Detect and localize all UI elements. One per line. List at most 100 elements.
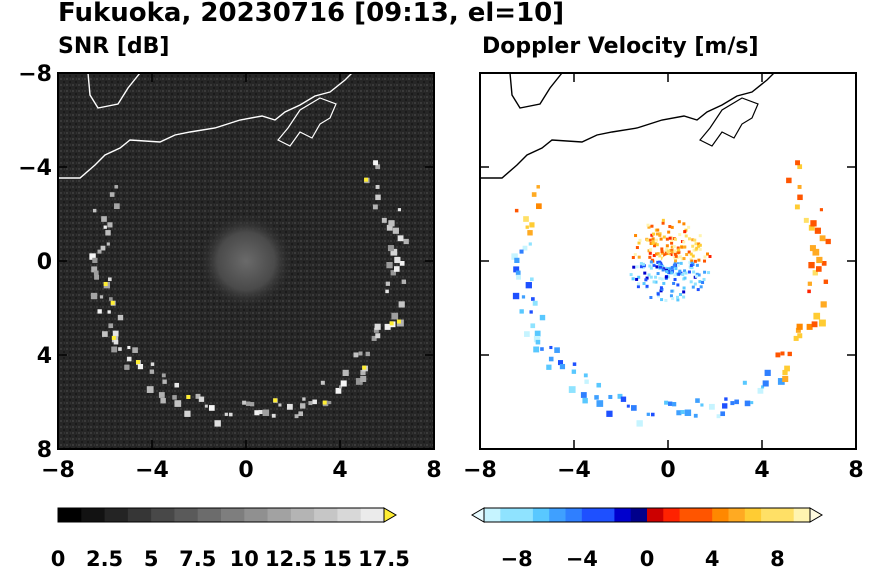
snr-echo-pixel <box>355 378 363 385</box>
doppler-echo-pixel <box>529 310 533 314</box>
doppler-near-field-pixel <box>651 261 655 265</box>
doppler-xtick-label: −8 <box>463 458 497 483</box>
snr-echo-pixel <box>339 385 343 389</box>
doppler-echo-pixel <box>676 410 682 416</box>
doppler-near-field-pixel <box>697 242 701 246</box>
doppler-near-field-pixel <box>678 269 682 273</box>
doppler-near-field-pixel <box>676 298 680 302</box>
doppler-near-field-pixel <box>664 275 668 279</box>
snr-colorbar-frame <box>57 507 385 523</box>
snr-echo-pixel <box>224 412 228 416</box>
snr-echo-pixel <box>108 277 112 282</box>
doppler-near-field-pixel <box>650 258 654 262</box>
doppler-near-field-pixel <box>653 244 657 248</box>
doppler-near-field-pixel <box>663 253 667 257</box>
snr-echo-pixel <box>174 400 182 407</box>
doppler-colorbar-segment <box>630 508 648 522</box>
doppler-near-field-pixel <box>693 259 697 263</box>
doppler-near-field-pixel <box>665 253 669 257</box>
doppler-colorbar-extend-max <box>809 507 823 523</box>
doppler-near-field-pixel <box>652 280 656 284</box>
snr-echo-pixel <box>161 373 166 378</box>
snr-echo-pixel <box>118 347 122 351</box>
doppler-near-field-pixel <box>644 278 648 282</box>
doppler-colorbar-segment <box>663 508 681 522</box>
doppler-near-field-pixel <box>674 254 678 258</box>
doppler-echo-pixel <box>807 289 811 294</box>
coastline <box>58 73 353 179</box>
doppler-near-field-pixel <box>687 270 691 274</box>
snr-echo-pixel <box>386 261 393 269</box>
doppler-near-field-pixel <box>698 280 702 284</box>
snr-echo-pixel <box>117 314 124 321</box>
doppler-echo-pixel <box>533 335 541 343</box>
doppler-echo-pixel <box>762 380 769 387</box>
snr-echo-pixel <box>100 245 106 251</box>
snr-echo-pixel <box>108 323 114 329</box>
doppler-near-field-pixel <box>637 282 641 286</box>
doppler-colorbar-segment <box>500 508 518 522</box>
snr-echo-pixel <box>114 185 118 189</box>
snr-colorbar-segment <box>151 508 175 522</box>
snr-echo-pixel <box>385 281 390 286</box>
doppler-echo-pixel <box>572 362 577 366</box>
snr-echo-pixel <box>375 184 380 189</box>
snr-echo-highlight <box>396 319 401 324</box>
doppler-echo-pixel <box>797 184 802 189</box>
doppler-echo-pixel <box>557 360 564 366</box>
doppler-echo-pixel <box>511 253 518 260</box>
doppler-near-field-pixel <box>646 223 650 227</box>
doppler-near-field-pixel <box>659 265 663 269</box>
snr-echo-pixel <box>394 256 401 264</box>
snr-echo-pixel <box>127 345 131 350</box>
doppler-near-field-pixel <box>689 280 693 284</box>
doppler-echo-pixel <box>814 227 821 234</box>
doppler-echo-pixel <box>620 396 627 402</box>
doppler-near-field-pixel <box>693 238 697 242</box>
doppler-near-field-pixel <box>670 271 674 275</box>
doppler-echo-pixel <box>548 356 554 362</box>
snr-echo-pixel <box>94 274 99 280</box>
doppler-near-field-pixel <box>690 266 694 270</box>
doppler-near-field-pixel <box>697 273 701 277</box>
doppler-near-field-pixel <box>669 253 673 257</box>
snr-echo-pixel <box>320 380 325 385</box>
doppler-near-field-pixel <box>647 249 651 253</box>
doppler-near-field-pixel <box>660 250 664 254</box>
doppler-near-field-pixel <box>654 238 658 242</box>
doppler-colorbar-segment <box>516 508 534 522</box>
doppler-near-field-pixel <box>660 247 664 251</box>
snr-xtick-label: 4 <box>332 458 347 483</box>
doppler-echo-pixel <box>684 409 692 416</box>
snr-echo-pixel <box>184 410 191 417</box>
doppler-near-field-pixel <box>684 271 688 275</box>
doppler-near-field-pixel <box>647 273 651 277</box>
doppler-near-field-pixel <box>638 238 642 242</box>
doppler-near-field-pixel <box>645 284 649 288</box>
snr-ytick-label: 0 <box>37 250 52 275</box>
doppler-echo-pixel <box>815 266 822 272</box>
doppler-near-field-pixel <box>666 249 670 253</box>
doppler-near-field-pixel <box>646 238 650 242</box>
doppler-near-field-pixel <box>661 264 665 268</box>
snr-echo-pixel <box>246 401 251 406</box>
doppler-near-field-pixel <box>639 262 643 266</box>
doppler-colorbar-tick-label: 8 <box>770 547 785 570</box>
doppler-echo-pixel <box>523 216 529 222</box>
doppler-near-field-pixel <box>660 298 664 302</box>
doppler-near-field-pixel <box>697 244 701 248</box>
snr-echo-pixel <box>113 339 119 345</box>
doppler-near-field-pixel <box>666 267 670 271</box>
doppler-echo-pixel <box>708 403 715 410</box>
snr-echo-pixel <box>160 397 166 404</box>
doppler-echo-pixel <box>793 335 799 341</box>
doppler-near-field-pixel <box>691 254 695 258</box>
doppler-near-field-pixel <box>652 232 656 236</box>
doppler-near-field-pixel <box>678 233 682 237</box>
doppler-near-field-pixel <box>670 238 674 242</box>
doppler-near-field-pixel <box>690 261 694 265</box>
doppler-near-field-pixel <box>670 265 674 269</box>
snr-echo-pixel <box>198 396 205 402</box>
doppler-near-field-pixel <box>634 234 638 238</box>
